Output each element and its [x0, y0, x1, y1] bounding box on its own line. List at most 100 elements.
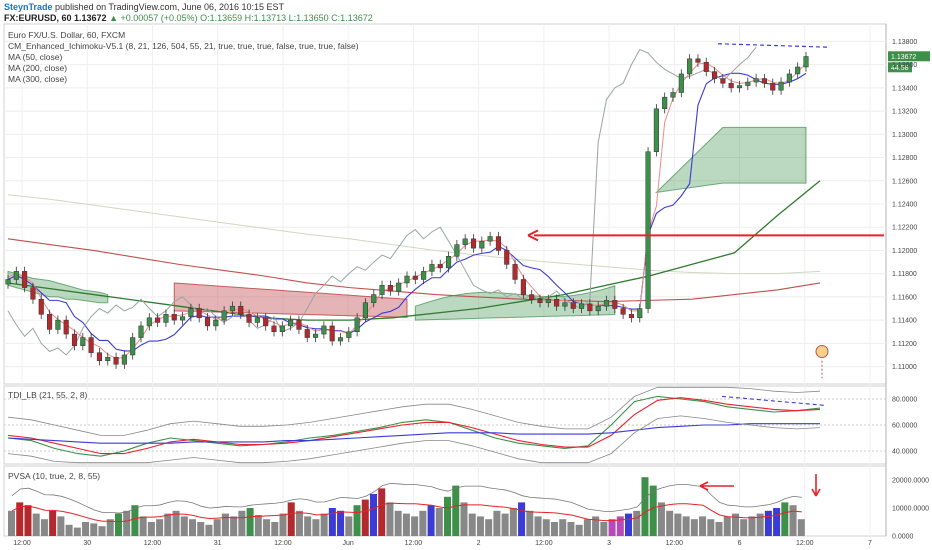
volume-bar: [435, 508, 443, 536]
candle-body: [437, 264, 443, 269]
volume-bar: [411, 516, 419, 536]
volume-bar: [353, 505, 361, 536]
volume-bar: [131, 505, 139, 536]
tdi-tick-label: 80.0000: [892, 397, 917, 404]
candle-body: [579, 303, 585, 309]
candle-body: [288, 319, 294, 327]
time-tick-label: 31: [214, 540, 222, 547]
volume-bar: [156, 519, 164, 536]
price-tick-label: 1.13000: [892, 132, 917, 139]
volume-bar: [509, 508, 517, 536]
candle-body: [30, 287, 36, 300]
candle-body: [520, 279, 526, 295]
candle-body: [88, 337, 94, 353]
pvsa-title[interactable]: PVSA (10, true, 2, 8, 55): [8, 471, 101, 481]
volume-bar: [575, 524, 583, 536]
volume-down-arrow: [811, 474, 821, 497]
price-tick-label: 1.13200: [892, 109, 917, 116]
volume-bar: [114, 513, 122, 536]
volume-bar: [452, 485, 460, 536]
change-text: +0.00057 (+0.05%): [120, 13, 198, 23]
candle-body: [761, 78, 767, 84]
volume-bar: [279, 513, 287, 536]
volume-bar: [707, 519, 715, 536]
volume-bar: [674, 513, 682, 536]
volume-bar: [337, 510, 345, 536]
legend-ma300[interactable]: MA (300, close): [8, 74, 68, 84]
candle-body: [321, 325, 327, 335]
volume-bar: [254, 515, 262, 536]
candle-body: [562, 302, 568, 307]
symbol-header: FX:EURUSD, 60 1.13672 ▲ +0.00057 (+0.05%…: [4, 13, 373, 23]
candle-body: [346, 331, 352, 338]
volume-bar: [40, 519, 48, 536]
candle-body: [146, 317, 152, 327]
tdi-divergence-line: [721, 395, 827, 407]
volume-bar: [608, 519, 616, 536]
volume-bar: [600, 522, 608, 536]
candle-body: [304, 329, 310, 338]
candle-body: [728, 82, 734, 89]
price-axis: 1.13800 1.13600 1.13400 1.13200 1.13000 1.128…: [892, 39, 929, 541]
pvsa-pane: [8, 474, 821, 536]
volume-bar: [559, 519, 567, 536]
volume-bar: [723, 516, 731, 536]
volume-bar: [476, 516, 484, 536]
volume-bar: [238, 510, 246, 536]
symbol-line: FX:EURUSD, 60 1.13672: [4, 13, 107, 23]
candle-body: [180, 316, 186, 321]
candle-body: [612, 300, 618, 309]
volume-spike-arrow: [699, 481, 734, 491]
indicator-lines: [7, 46, 821, 359]
candle-body: [196, 308, 202, 319]
volume-bar: [444, 496, 452, 536]
volume-bar: [402, 513, 410, 536]
price-tick-label: 1.11000: [892, 364, 917, 371]
author-link[interactable]: SteynTrade: [4, 2, 53, 12]
legend-ma50[interactable]: MA (50, close): [8, 52, 63, 62]
volume-bar: [57, 516, 65, 536]
volume-bar: [386, 502, 394, 536]
volume-bar: [147, 522, 155, 536]
time-tick-label: Jun: [343, 540, 354, 547]
time-tick-label: 12:00: [274, 540, 292, 547]
tdi-title[interactable]: TDI_LB (21, 55, 2, 8): [8, 390, 88, 400]
candle-body: [470, 238, 477, 249]
volume-bar: [180, 516, 188, 536]
volume-bar: [49, 510, 57, 536]
volume-bar: [172, 510, 180, 536]
ichimoku-cloud: [7, 126, 807, 321]
candle-body: [670, 92, 676, 98]
candle-body: [687, 58, 693, 75]
legend-ichimoku[interactable]: CM_Enhanced_Ichimoku-V5.1 (8, 21, 126, 5…: [8, 41, 359, 51]
volume-bar: [567, 522, 575, 536]
volume-bar: [361, 499, 369, 536]
time-tick-label: 7: [868, 540, 872, 547]
tdi-band-line: [7, 415, 821, 464]
candle-body: [271, 325, 277, 332]
price-tick-label: 1.13800: [892, 39, 917, 46]
price-tick-label: 1.11800: [892, 271, 917, 278]
candle-body: [13, 271, 19, 280]
volume-bar: [526, 510, 534, 536]
volume-bar: [550, 522, 558, 536]
candle-body: [770, 82, 776, 91]
candle-body: [678, 73, 684, 93]
price-tick-label: 1.12400: [892, 202, 917, 209]
volume-bar: [24, 505, 32, 536]
candle-body: [238, 305, 244, 315]
candle-body: [421, 271, 427, 280]
candle-body: [130, 337, 136, 356]
volume-bar: [82, 522, 90, 536]
tdi-series-line: [7, 395, 821, 457]
legend-ma200[interactable]: MA (200, close): [8, 63, 68, 73]
volume-bar: [230, 516, 238, 536]
ma300-line: [7, 194, 821, 275]
volume-bar: [419, 510, 427, 536]
candle-body: [603, 300, 610, 307]
price-tick-label: 1.11600: [892, 294, 917, 301]
volume-bar: [213, 519, 221, 536]
candle-body: [795, 66, 801, 75]
volume-bar: [616, 516, 624, 536]
